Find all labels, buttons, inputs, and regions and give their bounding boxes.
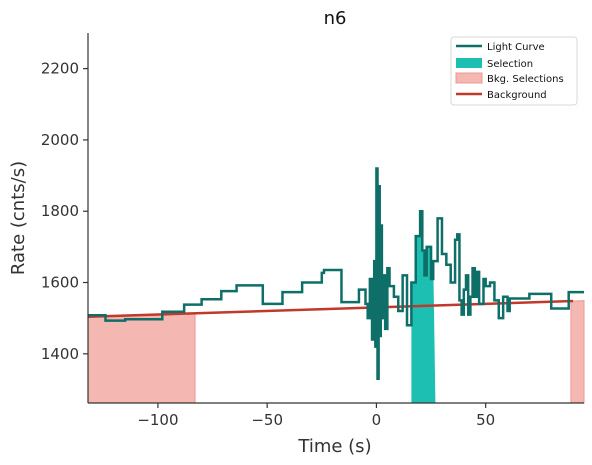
background-line — [87, 299, 574, 318]
legend: Light Curve Selection Bkg. Selections Ba… — [450, 36, 578, 106]
legend-bkg-swatch — [455, 72, 483, 84]
legend-light-curve-label: Light Curve — [487, 42, 545, 53]
y-tick-label: 2000 — [41, 131, 79, 149]
y-tick-label: 1400 — [41, 345, 79, 363]
y-axis-ticks: 1400 1600 1800 2000 2200 — [41, 60, 88, 363]
bkg-selection-region-1 — [570, 300, 585, 404]
legend-bkg-label: Bkg. Selections — [487, 74, 564, 85]
y-axis-label: Rate (cnts/s) — [8, 161, 29, 275]
y-tick-label: 1800 — [41, 202, 79, 220]
x-axis-ticks: −100 −50 0 50 — [137, 403, 495, 429]
legend-selection-swatch — [456, 58, 482, 68]
light-curve-layer — [88, 167, 584, 381]
legend-frame — [450, 36, 578, 106]
background-line-layer — [87, 299, 574, 318]
x-tick-label: 0 — [372, 411, 382, 429]
x-tick-label: −50 — [251, 411, 283, 429]
x-tick-label: 50 — [476, 411, 495, 429]
y-tick-label: 2200 — [41, 60, 79, 78]
x-axis-label: Time (s) — [297, 436, 371, 457]
light-curve-line — [88, 167, 584, 381]
axes — [87, 33, 584, 404]
chart-title: n6 — [324, 8, 347, 29]
legend-background-label: Background — [487, 90, 547, 101]
x-tick-label: −100 — [137, 411, 178, 429]
bkg-selection-region-0 — [87, 312, 196, 404]
y-tick-label: 1600 — [41, 274, 79, 292]
legend-selection-label: Selection — [487, 59, 533, 70]
